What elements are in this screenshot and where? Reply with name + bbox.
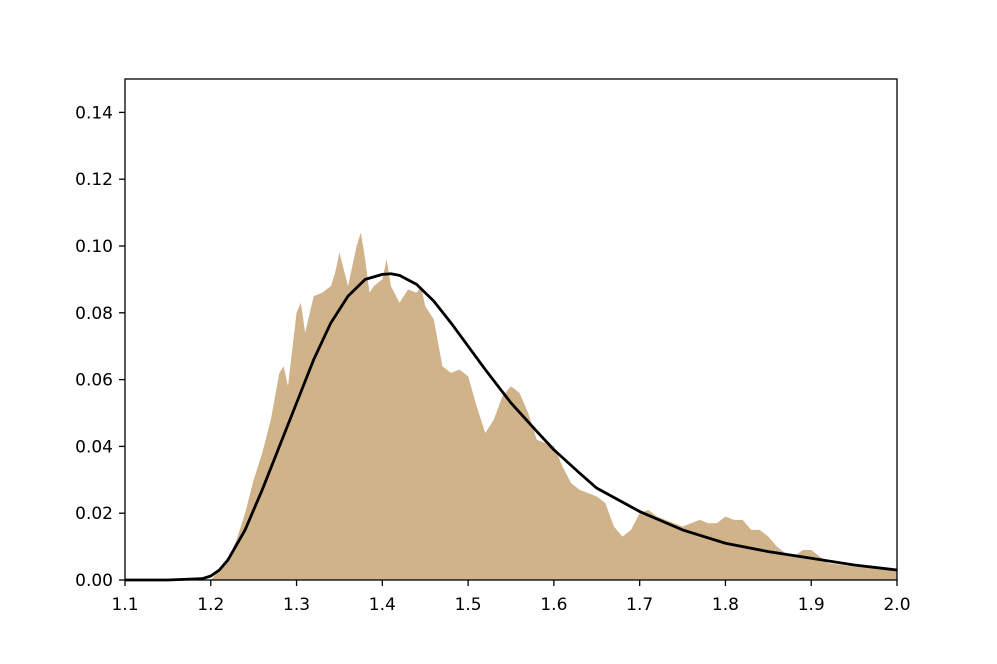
y-tick-label: 0.08 [75, 304, 113, 324]
plot-frame [124, 78, 898, 581]
histogram-area [125, 232, 897, 580]
x-tick-label: 1.7 [626, 595, 653, 615]
x-tick-label: 1.3 [283, 595, 310, 615]
x-tick-label: 1.1 [111, 595, 138, 615]
x-tick-label: 2.0 [883, 595, 910, 615]
y-tick-label: 0.10 [75, 237, 113, 257]
y-tick-label: 0.14 [75, 103, 113, 123]
fit-curve-line [125, 272, 898, 582]
axes-frame [124, 78, 898, 581]
y-tick-label: 0.12 [75, 170, 113, 190]
y-tick-label: 0.02 [75, 504, 113, 524]
x-tick-label: 1.6 [540, 595, 567, 615]
y-tick-label: 0.06 [75, 371, 113, 391]
x-tick-label: 1.5 [455, 595, 482, 615]
y-tick-label: 0.00 [75, 571, 113, 591]
x-tick-label: 1.2 [197, 595, 224, 615]
y-tick-label: 0.04 [75, 437, 113, 457]
histogram-layer [125, 232, 897, 580]
fit-curve-layer [125, 272, 898, 582]
x-tick-label: 1.8 [712, 595, 739, 615]
x-tick-label: 1.9 [798, 595, 825, 615]
y-axis: 0.00 0.02 0.04 0.06 0.08 0.10 0.12 0.14 [75, 103, 125, 591]
x-tick-label: 1.4 [369, 595, 396, 615]
x-axis: 1.1 1.2 1.3 1.4 1.5 1.6 1.7 1.8 1.9 2.0 [111, 580, 911, 615]
histogram-bin-lines [125, 232, 895, 580]
